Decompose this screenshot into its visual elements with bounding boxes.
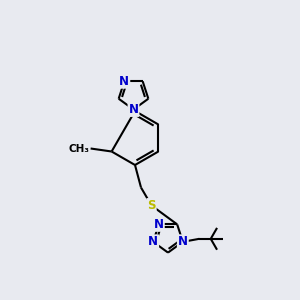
Text: N: N	[178, 235, 188, 248]
Text: S: S	[147, 199, 156, 212]
Text: N: N	[128, 103, 139, 116]
Text: N: N	[154, 218, 164, 231]
Text: N: N	[119, 75, 129, 88]
Text: N: N	[148, 235, 158, 248]
Text: CH₃: CH₃	[68, 143, 89, 154]
